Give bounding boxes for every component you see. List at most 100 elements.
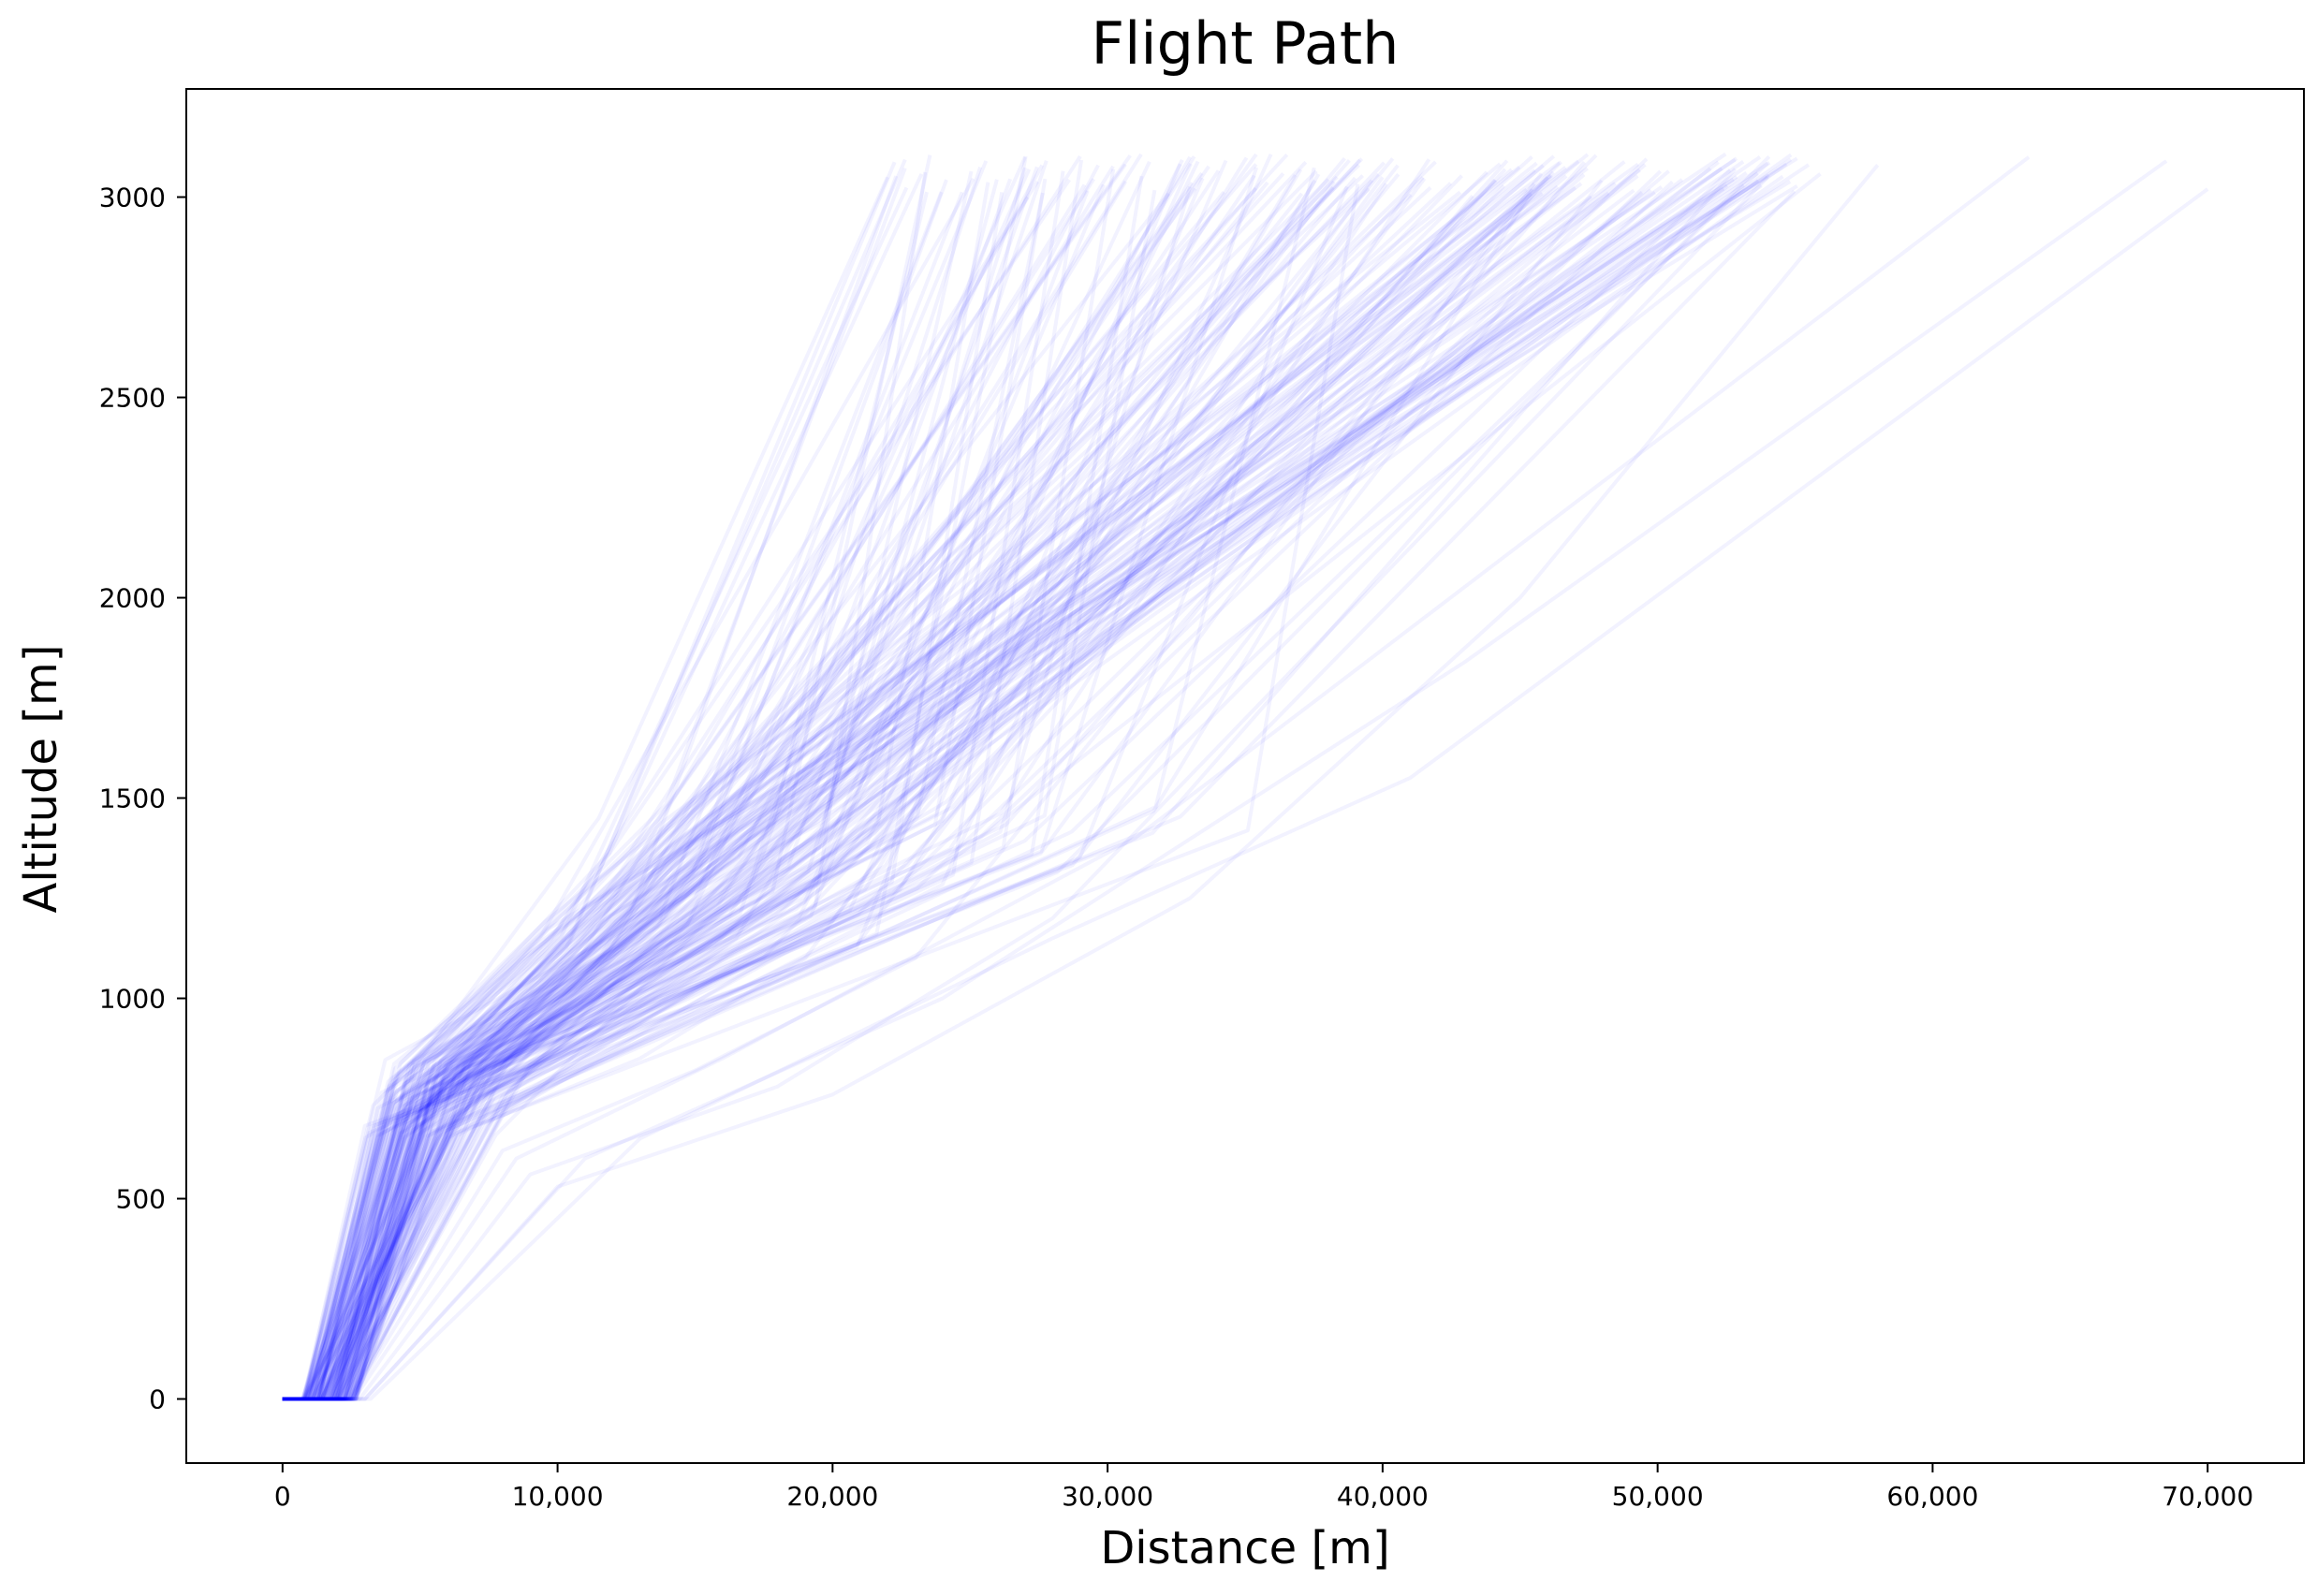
trajectory-line	[282, 176, 889, 1401]
trajectory-line	[282, 158, 1184, 1401]
trajectory-line	[282, 155, 2031, 1401]
trajectory-line	[282, 180, 1128, 1401]
trajectory-line	[282, 172, 1321, 1401]
trajectory-line	[282, 191, 944, 1401]
trajectory-line	[282, 192, 1045, 1401]
trajectory-line	[282, 160, 1049, 1401]
trajectory-line	[282, 172, 1400, 1401]
trajectory-line	[282, 171, 1204, 1401]
trajectory-line	[282, 153, 1273, 1401]
trajectory-line	[282, 171, 928, 1401]
trajectory-line	[282, 156, 1738, 1401]
y-tick-label: 1000	[99, 984, 166, 1015]
x-axis: 0 10,000 20,000 30,000 40,000 50,000 60,000 70,…	[274, 1463, 2253, 1512]
trajectory-line	[282, 157, 1737, 1401]
trajectory-line	[282, 159, 1509, 1401]
trajectory-line	[282, 167, 1712, 1401]
trajectory-line	[282, 164, 1880, 1401]
trajectory-line	[282, 180, 1792, 1401]
trajectory-line	[282, 182, 990, 1401]
trajectory-line	[282, 170, 1555, 1401]
trajectory-line	[282, 179, 1374, 1401]
trajectory-line	[282, 187, 1528, 1401]
trajectory-line	[282, 174, 1463, 1401]
trajectory-line	[282, 171, 1759, 1401]
y-tick-label: 500	[116, 1184, 166, 1215]
trajectory-line	[282, 184, 1664, 1401]
trajectory-line	[282, 174, 1365, 1401]
trajectory-line	[282, 183, 1798, 1401]
trajectory-line	[282, 159, 2168, 1401]
trajectory-line	[282, 167, 1589, 1401]
trajectory-line	[282, 180, 1674, 1401]
trajectory-line	[282, 160, 1745, 1401]
trajectory-line	[282, 186, 1725, 1401]
trajectory-line	[282, 170, 1488, 1401]
y-axis-title: Altitude [m]	[15, 644, 67, 913]
trajectory-line	[282, 161, 1386, 1401]
trajectory-line	[282, 154, 1132, 1401]
trajectory-line	[282, 179, 999, 1401]
trajectory-line	[282, 172, 1586, 1401]
trajectory-line	[282, 179, 1317, 1401]
trajectory-line	[282, 178, 1048, 1401]
trajectory-line	[282, 161, 897, 1401]
x-tick-label: 20,000	[786, 1481, 878, 1512]
trajectory-line	[282, 155, 1028, 1401]
trajectory-line	[282, 170, 1065, 1401]
trajectory-line	[282, 183, 1745, 1401]
trajectory-line	[282, 162, 1639, 1401]
trajectory-line	[282, 167, 1723, 1401]
trajectory-line	[282, 183, 1360, 1401]
trajectory-line	[282, 188, 1652, 1401]
trajectory-line	[282, 183, 1388, 1401]
trajectory-line	[282, 167, 1316, 1401]
trajectory-line	[282, 188, 1635, 1401]
trajectory-line	[282, 166, 983, 1401]
trajectory-line	[282, 185, 1577, 1401]
trajectory-line	[282, 185, 1432, 1401]
trajectory-line	[282, 153, 1289, 1401]
x-tick-label: 50,000	[1612, 1481, 1704, 1512]
trajectory-line	[282, 175, 1549, 1401]
trajectory-line	[282, 174, 1552, 1401]
trajectory-line	[282, 195, 1474, 1401]
y-tick-label: 1500	[99, 783, 166, 814]
trajectory-line	[282, 182, 1536, 1401]
trajectory-line	[282, 168, 1738, 1401]
trajectory-line	[282, 190, 1644, 1401]
trajectory-line	[282, 174, 1568, 1401]
trajectory-line	[282, 160, 1151, 1401]
trajectory-line	[282, 163, 1127, 1401]
trajectory-line	[282, 191, 929, 1401]
trajectory-line	[282, 196, 1030, 1401]
trajectory-line	[282, 159, 1580, 1401]
trajectory-line	[282, 167, 1259, 1401]
trajectory-line	[282, 157, 1364, 1401]
trajectory-line	[282, 165, 1115, 1401]
trajectory-line	[282, 168, 1514, 1401]
trajectory-line	[282, 158, 1431, 1401]
trajectory-line	[282, 156, 1249, 1401]
trajectory-line	[282, 161, 1562, 1401]
trajectory-line	[282, 160, 1626, 1401]
x-tick-label: 70,000	[2162, 1481, 2253, 1512]
trajectory-line	[282, 167, 1028, 1401]
trajectory-line	[282, 179, 1760, 1401]
trajectory-line	[282, 179, 948, 1401]
trajectory-line	[282, 177, 1205, 1401]
trajectory-line	[282, 175, 1769, 1401]
trajectory-line	[282, 164, 1100, 1401]
trajectory-line	[282, 168, 1116, 1401]
trajectory-line	[282, 193, 1413, 1401]
trajectory-line	[282, 168, 1507, 1401]
chart-title: Flight Path	[1092, 9, 1400, 78]
trajectory-line	[282, 191, 1005, 1401]
trajectory-line	[282, 190, 1090, 1401]
trajectory-line	[282, 191, 1610, 1401]
trajectory-line	[282, 175, 1738, 1401]
trajectory-line	[282, 153, 1590, 1401]
trajectory-line	[282, 163, 1647, 1401]
trajectory-line	[282, 163, 1811, 1401]
trajectory-line	[282, 159, 1228, 1401]
